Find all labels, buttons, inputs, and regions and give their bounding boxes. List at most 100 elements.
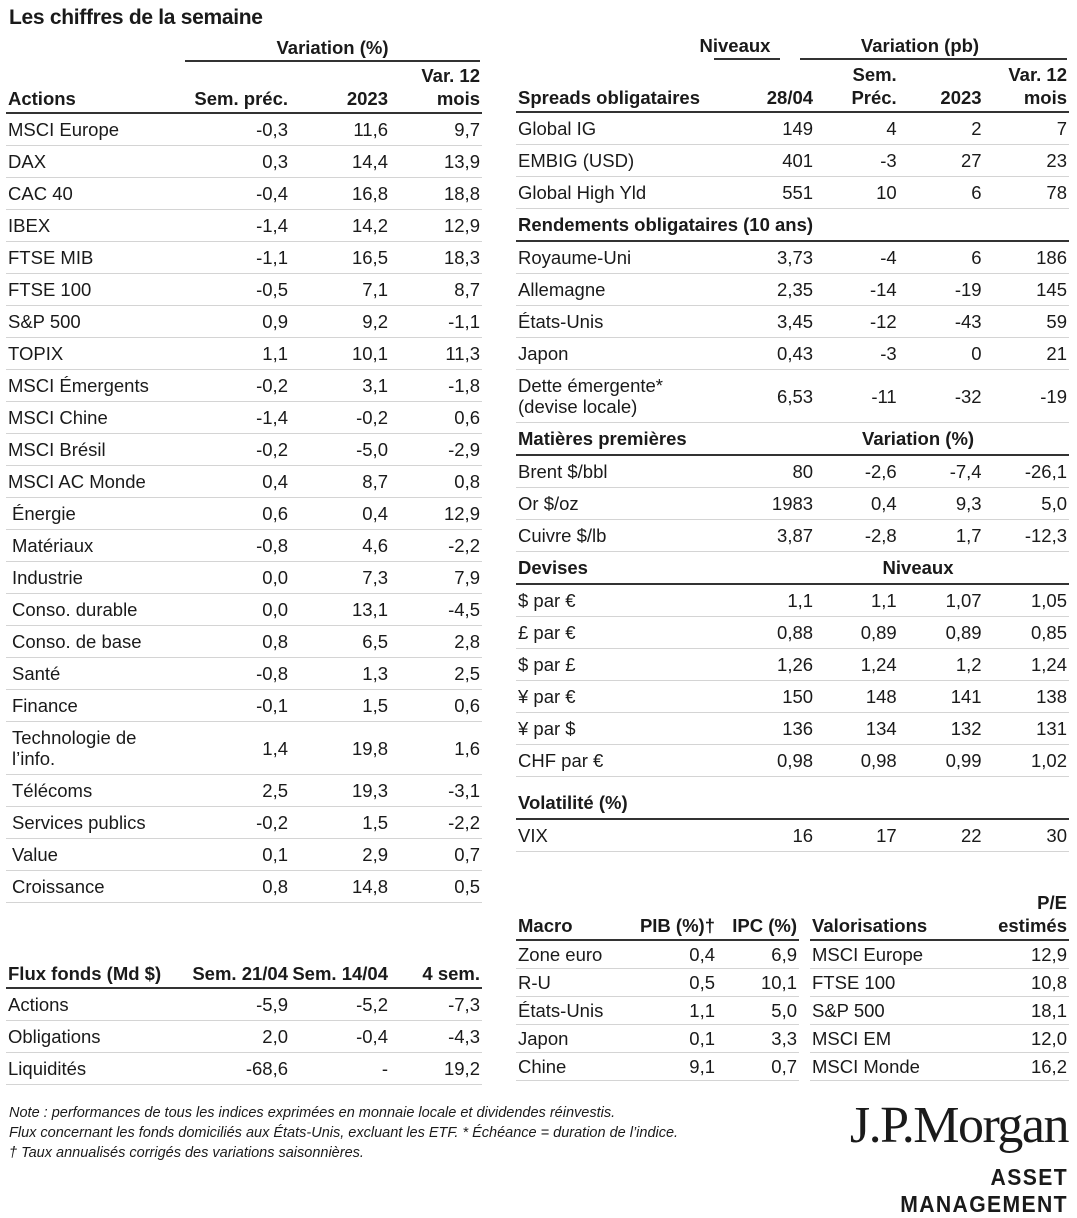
- cell-value: 0,8: [184, 625, 290, 658]
- cell-value: -4,5: [390, 593, 482, 626]
- cell-value: -2,2: [390, 529, 482, 562]
- col-header-var12: Var. 12 mois: [983, 62, 1069, 113]
- cell-value: 145: [983, 273, 1069, 306]
- row-label: Brent $/bbl: [516, 455, 724, 488]
- row-label: MSCI Chine: [6, 401, 184, 434]
- row-label: Industrie: [6, 561, 184, 594]
- table-row: FTSE 100 10,8: [810, 968, 1069, 997]
- table-row: Industrie 0,0 7,3 7,9: [6, 561, 482, 594]
- valorisations-table: Valorisations P/E estimés MSCI Europe 12,…: [810, 888, 1069, 1081]
- cell-value: 9,7: [390, 113, 482, 146]
- actions-table: Actions Sem. préc. 2023 Var. 12 mois MSC…: [6, 64, 482, 903]
- cell-value: -0,2: [184, 806, 290, 839]
- row-label: Conso. de base: [6, 625, 184, 658]
- cell-value: 148: [815, 680, 899, 713]
- col-header-sem: Sem. Préc.: [815, 62, 899, 113]
- row-label: £ par €: [516, 616, 724, 649]
- spreads-table: Spreads obligataires 28/04 Sem. Préc. 20…: [516, 62, 1069, 852]
- note-line: † Taux annualisés corrigés des variation…: [9, 1145, 364, 1161]
- cell-value: 3,73: [723, 241, 816, 274]
- table-row: Actions -5,9 -5,2 -7,3: [6, 988, 482, 1021]
- divider: [800, 58, 1067, 60]
- cell-value: 14,8: [290, 870, 390, 903]
- cell-value: 0,4: [815, 487, 899, 520]
- section-subtitle: [815, 787, 1069, 820]
- table-row: Cuivre $/lb 3,87 -2,8 1,7 -12,3: [516, 519, 1069, 552]
- cell-value: 12,9: [980, 940, 1069, 969]
- cell-value: 1,5: [290, 806, 390, 839]
- cell-value: 0,8: [184, 870, 290, 903]
- cell-value: -2,8: [815, 519, 899, 552]
- row-label: $ par £: [516, 648, 724, 681]
- table-row: Conso. de base 0,8 6,5 2,8: [6, 625, 482, 658]
- table-row: Japon 0,1 3,3: [516, 1024, 799, 1053]
- cell-value: 6: [898, 176, 984, 209]
- table-row: FTSE MIB -1,1 16,5 18,3: [6, 241, 482, 274]
- cell-value: -0,4: [184, 177, 290, 210]
- cell-value: -1,1: [184, 241, 290, 274]
- note-line: Note : performances de tous les indices …: [9, 1105, 616, 1121]
- row-label: MSCI Europe: [810, 940, 980, 969]
- table-row: Énergie 0,6 0,4 12,9: [6, 497, 482, 530]
- row-label: Japon: [516, 1024, 631, 1053]
- col-header-pib: PIB (%)†: [631, 888, 717, 941]
- cell-value: 8,7: [390, 273, 482, 306]
- cell-value: 9,2: [290, 305, 390, 338]
- page-title: Les chiffres de la semaine: [9, 6, 263, 29]
- table-row: Zone euro 0,4 6,9: [516, 940, 799, 969]
- cell-value: 7: [983, 112, 1069, 145]
- cell-value: 0,6: [184, 497, 290, 530]
- section-title: Devises: [516, 551, 816, 585]
- cell-value: 0,0: [184, 561, 290, 594]
- cell-value: -0,8: [184, 529, 290, 562]
- cell-value: -5,0: [290, 433, 390, 466]
- cell-value: 4: [815, 112, 899, 145]
- cell-value: 19,8: [290, 721, 390, 775]
- table-row: Finance -0,1 1,5 0,6: [6, 689, 482, 722]
- cell-value: 0,98: [815, 744, 899, 777]
- cell-value: 12,0: [980, 1024, 1069, 1053]
- row-label: Finance: [6, 689, 184, 722]
- cell-value: 18,3: [390, 241, 482, 274]
- section-heading: Volatilité (%): [516, 787, 1069, 820]
- cell-value: 2,8: [390, 625, 482, 658]
- cell-value: 0,5: [631, 968, 717, 997]
- table-row: Liquidités -68,6-19,2: [6, 1052, 482, 1085]
- table-row: Royaume-Uni 3,73 -4 6 186: [516, 241, 1069, 274]
- cell-value: 0,85: [983, 616, 1069, 649]
- col-header-valorisations: Valorisations: [810, 888, 980, 941]
- cell-value: 3,1: [290, 369, 390, 402]
- row-label: $ par €: [516, 584, 724, 617]
- cell-value: 401: [723, 144, 816, 177]
- cell-value: 0,3: [184, 145, 290, 178]
- cell-value: -0,2: [290, 401, 390, 434]
- row-label: Matériaux: [6, 529, 184, 562]
- cell-value: 18,8: [390, 177, 482, 210]
- table-row: Obligations 2,0 -0,4 -4,3: [6, 1020, 482, 1053]
- col-header-4sem: 4 sem.: [390, 938, 482, 989]
- cell-value: -2,6: [815, 455, 899, 488]
- row-label: ¥ par $: [516, 712, 724, 745]
- cell-value: 1,05: [983, 584, 1069, 617]
- table-row: États-Unis 3,45 -12 -43 59: [516, 305, 1069, 338]
- cell-value: -12,3: [983, 519, 1069, 552]
- cell-value: -: [290, 1052, 390, 1085]
- cell-value: 2,5: [390, 657, 482, 690]
- row-label: Dette émergente* (devise locale): [516, 369, 724, 423]
- table-row: Japon 0,43 -3 0 21: [516, 337, 1069, 370]
- cell-value: -1,8: [390, 369, 482, 402]
- cell-value: 0,8: [390, 465, 482, 498]
- row-label: EMBIG (USD): [516, 144, 724, 177]
- footnotes: Note : performances de tous les indices …: [9, 1103, 749, 1163]
- cell-value: 6,53: [723, 369, 816, 423]
- row-label: Cuivre $/lb: [516, 519, 724, 552]
- table-row: VIX 16 17 22 30: [516, 819, 1069, 852]
- table-row: Télécoms 2,5 19,3 -3,1: [6, 774, 482, 807]
- cell-value: 13,1: [290, 593, 390, 626]
- cell-value: 0,9: [184, 305, 290, 338]
- row-label: MSCI AC Monde: [6, 465, 184, 498]
- cell-value: 0,6: [390, 401, 482, 434]
- cell-value: -11: [815, 369, 899, 423]
- row-label: Allemagne: [516, 273, 724, 306]
- row-label: IBEX: [6, 209, 184, 242]
